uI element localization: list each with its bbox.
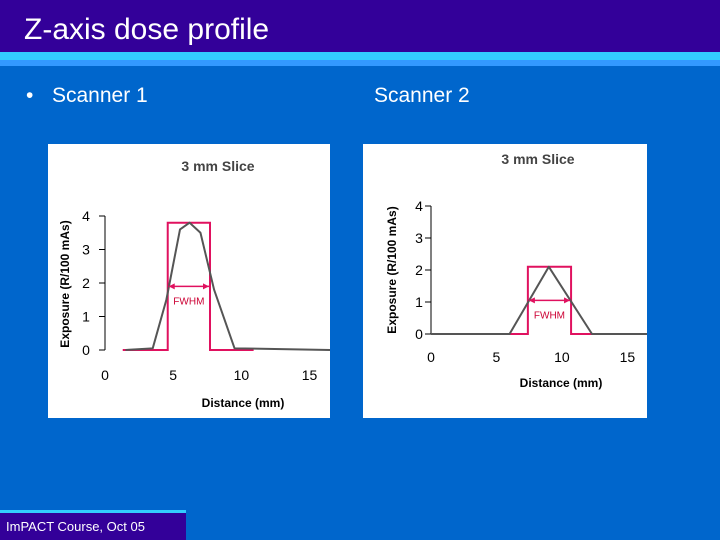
y-tick-label: 1 <box>82 309 90 325</box>
x-tick-label: 0 <box>427 349 435 365</box>
y-tick-label: 1 <box>415 294 423 310</box>
y-axis-title: Exposure (R/100 mAs) <box>58 220 72 347</box>
x-tick-label: 5 <box>493 349 501 365</box>
fwhm-label: FWHM <box>534 310 565 321</box>
y-tick-label: 0 <box>415 326 423 342</box>
fwhm-arrowhead-right <box>203 283 209 290</box>
y-axis-title: Exposure (R/100 mAs) <box>385 206 399 333</box>
title-accent-line-secondary <box>0 60 720 66</box>
y-tick-label: 3 <box>415 230 423 246</box>
fwhm-arrowhead-left <box>528 297 535 304</box>
fwhm-arrowhead-left <box>168 283 175 290</box>
y-tick-label: 4 <box>82 208 90 224</box>
bullet-icon: • <box>26 84 34 107</box>
x-tick-label: 0 <box>101 367 109 383</box>
x-axis-title: Distance (mm) <box>520 376 603 390</box>
x-tick-label: 15 <box>620 349 636 365</box>
fwhm-label: FWHM <box>173 296 204 307</box>
dose-profile-line <box>431 265 647 335</box>
scanner-1-heading: Scanner 1 <box>52 84 148 107</box>
title-bar <box>0 0 720 52</box>
scanner-1-heading-row: • Scanner 1 <box>26 84 148 108</box>
y-tick-label: 3 <box>82 242 90 258</box>
title-accent-line <box>0 52 720 60</box>
chart-title: 3 mm Slice <box>181 158 254 174</box>
fwhm-arrowhead-right <box>564 297 571 304</box>
y-tick-label: 4 <box>415 198 423 214</box>
x-tick-label: 5 <box>169 367 177 383</box>
footer-accent-line <box>0 510 184 514</box>
x-axis-title: Distance (mm) <box>202 396 285 410</box>
footer-bar <box>0 513 186 540</box>
chart-title: 3 mm Slice <box>501 151 574 167</box>
scanner-2-heading: Scanner 2 <box>374 84 470 107</box>
x-tick-label: 15 <box>302 367 318 383</box>
y-tick-label: 0 <box>82 342 90 358</box>
chart-panel-scanner-2: 3 mm Slice 0 1 2 3 4 0 5 10 15 Distance (mm) Exposu… <box>363 144 647 418</box>
x-tick-label: 10 <box>234 367 250 383</box>
dose-profile-line <box>125 221 330 351</box>
x-tick-label: 10 <box>554 349 570 365</box>
dose-profile-chart-scanner-1: 3 mm Slice 0 1 2 3 4 0 5 10 15 Distance (mm) Exposu… <box>58 158 330 410</box>
slide-title: Z-axis dose profile <box>24 13 270 46</box>
footer-text: ImPACT Course, Oct 05 <box>6 519 145 534</box>
dose-profile-chart-scanner-2: 3 mm Slice 0 1 2 3 4 0 5 10 15 Distance (mm) Exposu… <box>385 151 647 390</box>
chart-panel-scanner-1: 3 mm Slice 0 1 2 3 4 0 5 10 15 Distance (mm) Exposu… <box>48 144 330 418</box>
y-tick-label: 2 <box>415 262 423 278</box>
y-tick-label: 2 <box>82 275 90 291</box>
